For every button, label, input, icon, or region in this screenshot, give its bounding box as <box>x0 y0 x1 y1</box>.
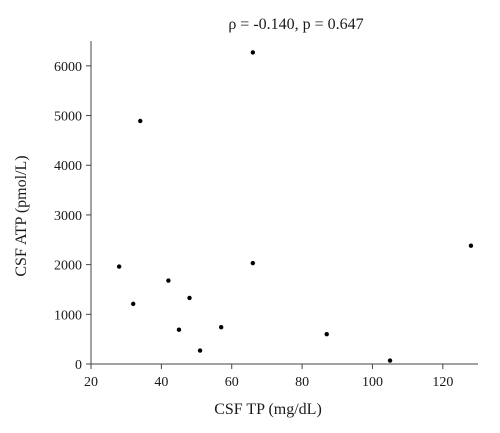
data-point <box>187 295 192 301</box>
y-axis-ticks: 0 1000 2000 3000 4000 5000 6000 <box>54 60 91 373</box>
x-tick-label: 60 <box>225 375 239 390</box>
data-point <box>387 358 393 363</box>
y-tick-label: 4000 <box>54 159 82 174</box>
data-point <box>197 348 203 353</box>
data-points <box>116 50 474 363</box>
y-tick-label: 5000 <box>54 110 82 125</box>
data-point <box>218 325 224 330</box>
y-axis-title: CSF ATP (pmol/L) <box>13 155 30 276</box>
y-tick-label: 2000 <box>54 259 82 274</box>
y-tick-label: 0 <box>75 358 82 373</box>
y-tick-label: 1000 <box>54 308 82 323</box>
y-tick-label: 6000 <box>54 60 82 75</box>
data-point <box>468 243 474 248</box>
x-tick-label: 20 <box>84 375 98 390</box>
data-point <box>138 118 143 124</box>
data-point <box>250 260 256 266</box>
chart-title: ρ = -0.140, p = 0.647 <box>228 16 363 33</box>
data-point <box>324 331 329 337</box>
x-tick-label: 40 <box>154 375 168 390</box>
x-axis-title: CSF TP (mg/dL) <box>214 401 322 418</box>
x-tick-label: 80 <box>295 375 309 390</box>
data-point <box>166 278 171 283</box>
x-axis-ticks: 20 40 60 80 100 120 <box>84 364 453 390</box>
data-point <box>250 50 256 55</box>
data-point <box>176 327 182 332</box>
data-point <box>131 301 136 307</box>
data-point <box>116 264 122 269</box>
x-tick-label: 120 <box>432 375 453 390</box>
y-tick-label: 3000 <box>54 209 82 224</box>
x-tick-label: 100 <box>362 375 383 390</box>
